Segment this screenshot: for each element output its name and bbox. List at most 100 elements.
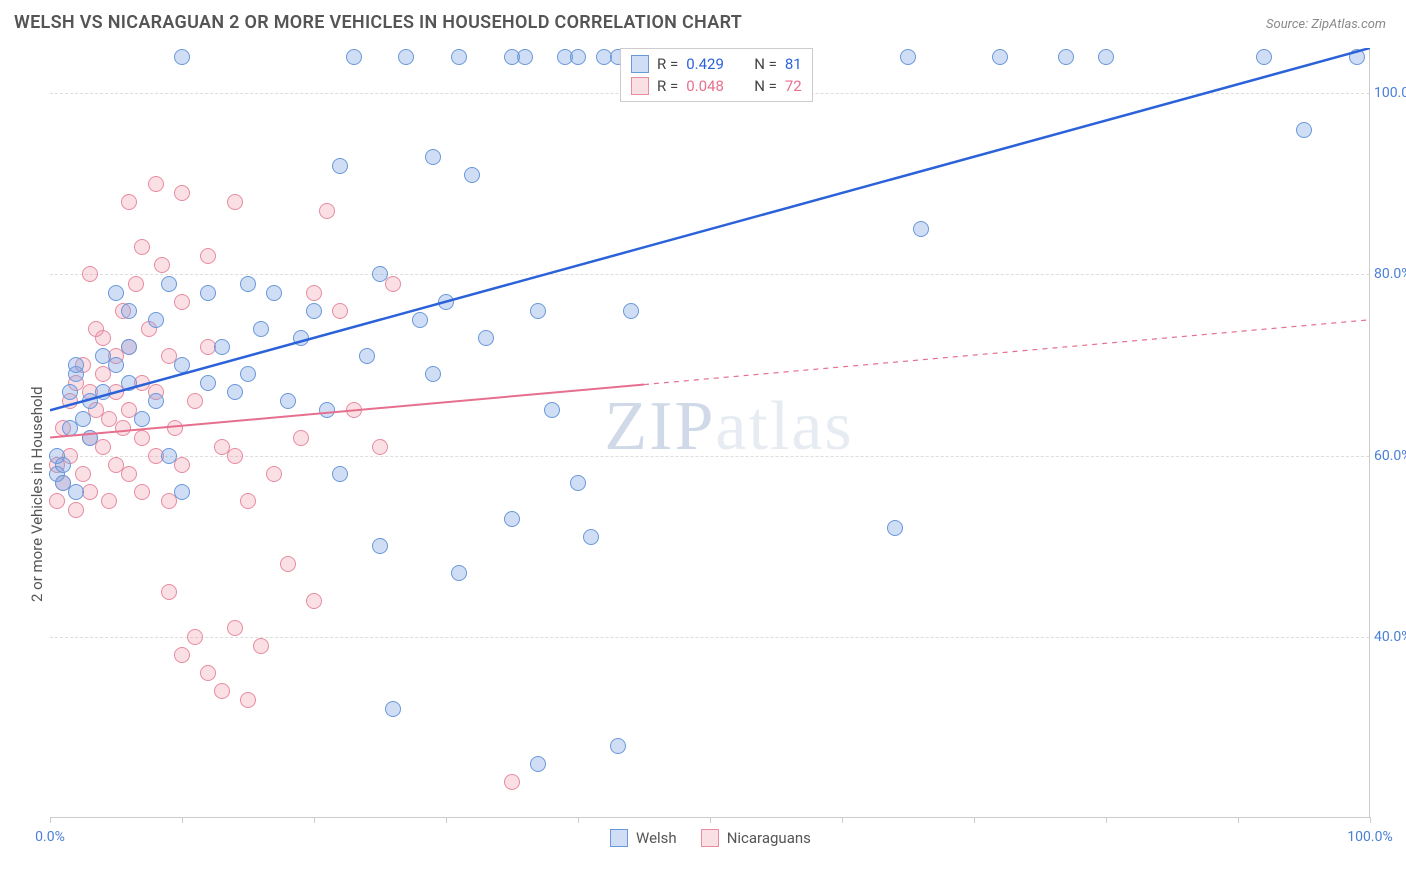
scatter-point-welsh [332, 158, 348, 174]
scatter-point-welsh [214, 339, 230, 355]
scatter-point-welsh [240, 366, 256, 382]
scatter-point-welsh [570, 49, 586, 65]
source-label: Source: ZipAtlas.com [1266, 17, 1386, 32]
n-label: N = [754, 55, 777, 73]
scatter-point-welsh [346, 49, 362, 65]
scatter-point-nicaraguans [121, 466, 137, 482]
scatter-point-welsh [200, 375, 216, 391]
scatter-point-nicaraguans [134, 239, 150, 255]
scatter-point-nicaraguans [346, 402, 362, 418]
scatter-point-nicaraguans [134, 484, 150, 500]
scatter-point-nicaraguans [319, 203, 335, 219]
x-tick-label: 100.0% [1347, 829, 1392, 845]
scatter-point-welsh [62, 384, 78, 400]
scatter-point-welsh [1256, 49, 1272, 65]
x-tick [182, 817, 183, 823]
scatter-point-welsh [332, 466, 348, 482]
scatter-point-nicaraguans [101, 493, 117, 509]
scatter-point-welsh [240, 276, 256, 292]
scatter-point-welsh [425, 366, 441, 382]
scatter-point-welsh [372, 266, 388, 282]
scatter-point-welsh [1296, 122, 1312, 138]
scatter-point-welsh [174, 357, 190, 373]
scatter-point-welsh [319, 402, 335, 418]
scatter-point-nicaraguans [266, 466, 282, 482]
scatter-point-welsh [385, 701, 401, 717]
scatter-point-welsh [412, 312, 428, 328]
scatter-point-welsh [359, 348, 375, 364]
scatter-point-welsh [108, 357, 124, 373]
scatter-point-welsh [161, 448, 177, 464]
scatter-point-welsh [530, 756, 546, 772]
scatter-point-welsh [623, 303, 639, 319]
scatter-point-nicaraguans [504, 774, 520, 790]
scatter-point-nicaraguans [306, 285, 322, 301]
r-value: 0.048 [686, 77, 736, 95]
scatter-point-nicaraguans [115, 420, 131, 436]
scatter-point-nicaraguans [121, 194, 137, 210]
scatter-point-nicaraguans [161, 584, 177, 600]
swatch-icon [701, 829, 719, 847]
scatter-point-nicaraguans [200, 665, 216, 681]
scatter-point-welsh [266, 285, 282, 301]
x-tick [446, 817, 447, 823]
scatter-point-nicaraguans [95, 439, 111, 455]
plot-area: ZIPatlas 40.0%60.0%80.0%100.0%0.0%100.0%… [50, 48, 1370, 818]
x-tick [710, 817, 711, 823]
legend-item: Nicaraguans [701, 829, 811, 847]
r-label: R = [657, 55, 678, 73]
scatter-point-welsh [108, 285, 124, 301]
scatter-point-welsh [610, 738, 626, 754]
scatter-point-welsh [68, 357, 84, 373]
scatter-point-welsh [398, 49, 414, 65]
scatter-point-nicaraguans [49, 493, 65, 509]
legend-stats: R = 0.429 N = 81 R =0.048N =72 [620, 48, 813, 102]
scatter-point-welsh [161, 276, 177, 292]
x-tick [842, 817, 843, 823]
scatter-point-nicaraguans [227, 620, 243, 636]
scatter-point-welsh [200, 285, 216, 301]
legend-stats-row: R =0.048N =72 [631, 75, 802, 97]
scatter-point-welsh [306, 303, 322, 319]
scatter-point-nicaraguans [227, 448, 243, 464]
scatter-point-welsh [293, 330, 309, 346]
title-bar: WELSH VS NICARAGUAN 2 OR MORE VEHICLES I… [0, 0, 1406, 39]
scatter-point-nicaraguans [187, 629, 203, 645]
scatter-point-welsh [1058, 49, 1074, 65]
scatter-point-welsh [82, 430, 98, 446]
scatter-point-nicaraguans [240, 692, 256, 708]
x-tick-label: 0.0% [35, 829, 65, 845]
scatter-point-welsh [438, 294, 454, 310]
scatter-point-welsh [68, 484, 84, 500]
r-value: 0.429 [686, 55, 736, 73]
scatter-point-nicaraguans [174, 185, 190, 201]
scatter-point-nicaraguans [280, 556, 296, 572]
scatter-point-welsh [530, 303, 546, 319]
scatter-point-welsh [544, 402, 560, 418]
scatter-point-nicaraguans [128, 276, 144, 292]
scatter-point-welsh [148, 393, 164, 409]
scatter-point-nicaraguans [227, 194, 243, 210]
scatter-point-nicaraguans [332, 303, 348, 319]
scatter-point-welsh [121, 339, 137, 355]
scatter-point-welsh [900, 49, 916, 65]
gridline [50, 456, 1369, 457]
swatch-icon [610, 829, 628, 847]
scatter-point-nicaraguans [174, 647, 190, 663]
x-tick [578, 817, 579, 823]
scatter-point-welsh [75, 411, 91, 427]
scatter-point-welsh [174, 484, 190, 500]
x-tick [314, 817, 315, 823]
scatter-point-welsh [1349, 49, 1365, 65]
scatter-point-welsh [280, 393, 296, 409]
legend-series: WelshNicaraguans [610, 829, 811, 847]
scatter-point-nicaraguans [293, 430, 309, 446]
scatter-point-welsh [121, 303, 137, 319]
n-value: 81 [785, 55, 802, 73]
scatter-point-nicaraguans [187, 393, 203, 409]
scatter-point-welsh [478, 330, 494, 346]
x-tick [50, 817, 51, 823]
legend-stats-row: R = 0.429 N = 81 [631, 53, 802, 75]
scatter-point-nicaraguans [200, 248, 216, 264]
scatter-point-welsh [134, 411, 150, 427]
